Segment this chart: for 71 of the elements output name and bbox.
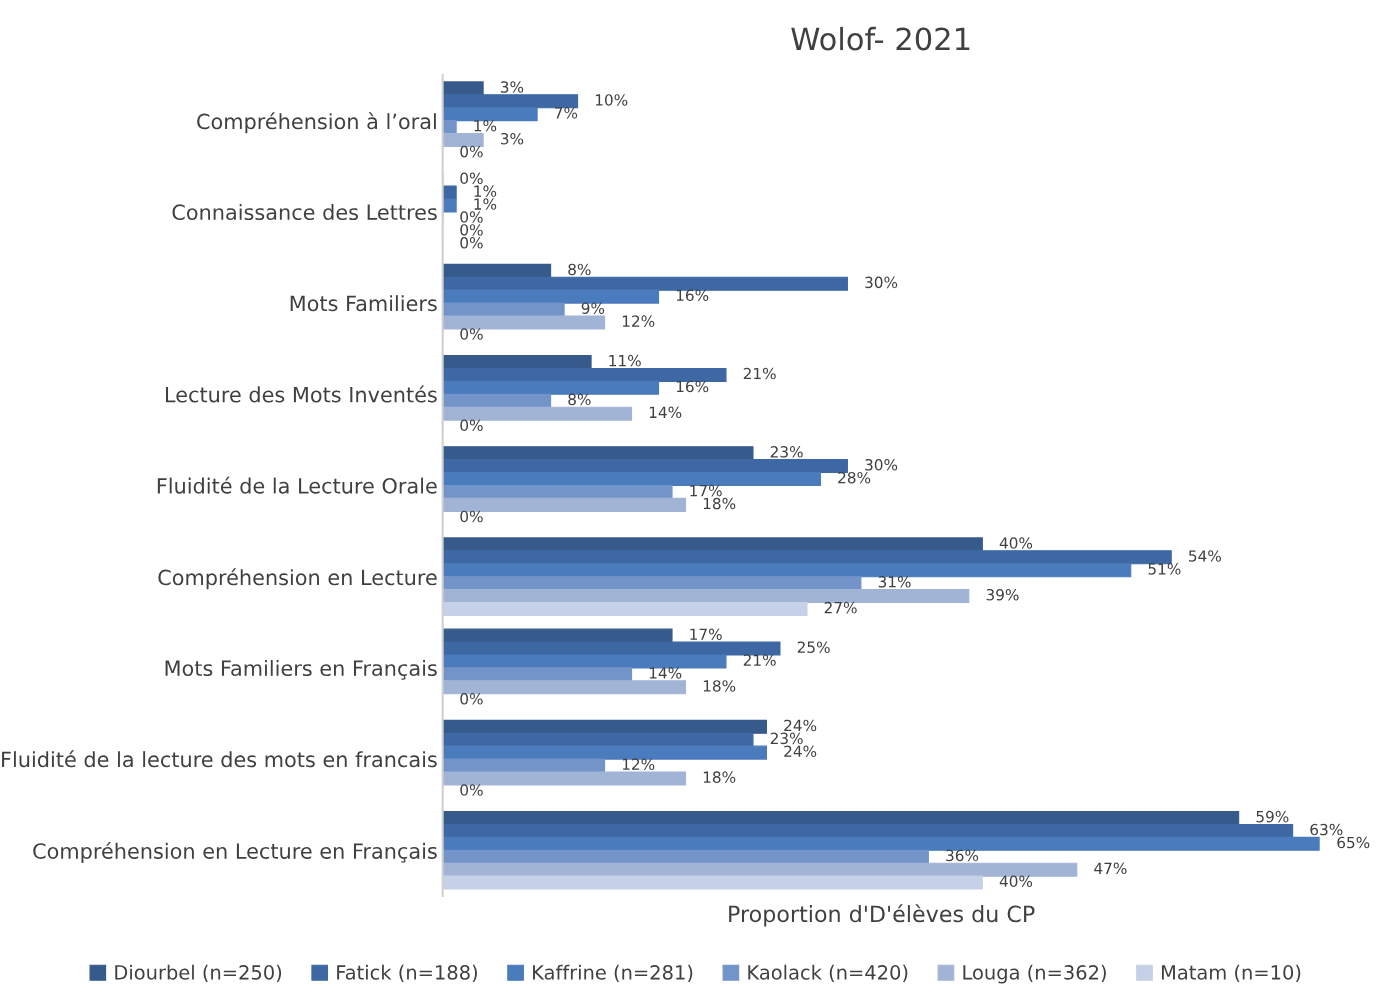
data-label: 25% [797, 641, 830, 653]
data-label: 10% [595, 94, 628, 106]
data-label: 14% [649, 667, 682, 679]
data-label: 8% [568, 263, 591, 276]
y-tick-label: Fluidité de la lecture des mots en francais [2, 750, 437, 768]
data-label: 0% [460, 145, 483, 158]
y-tick-label: Compréhension en Lecture en Français [33, 841, 437, 863]
data-label: 9% [581, 302, 605, 314]
data-label: 0% [460, 419, 483, 432]
data-label: 24% [784, 719, 817, 732]
y-tick-label: Compréhension en Lecture [158, 568, 437, 590]
data-label: 30% [865, 458, 898, 471]
data-label: 23% [770, 446, 803, 458]
legend-label: Kaffrine (n=281) [533, 964, 693, 983]
data-label: 1% [474, 185, 497, 197]
data-label: 12% [622, 315, 655, 327]
legend-label: Matam (n=10) [1161, 964, 1301, 983]
data-label: 12% [622, 758, 655, 770]
data-label: 31% [878, 576, 911, 588]
data-label: 40% [999, 537, 1033, 549]
data-label: 36% [946, 849, 979, 862]
data-label: 16% [676, 380, 709, 393]
data-label: 0% [460, 693, 483, 705]
data-label: 27% [824, 601, 857, 614]
data-label: 39% [986, 588, 1019, 601]
data-label: 3% [500, 132, 524, 145]
y-tick-label: Compréhension à l’oral [197, 112, 436, 134]
data-label: 63% [1310, 823, 1343, 836]
data-label: 0% [460, 172, 483, 185]
data-label: 0% [460, 211, 483, 223]
data-label: 0% [460, 510, 483, 523]
data-label: 30% [865, 276, 898, 289]
legend-label: Diourbel (n=250) [115, 964, 282, 983]
y-tick-label: Lecture des Mots Inventés [165, 385, 437, 403]
data-label: 59% [1256, 810, 1289, 823]
legend-label: Fatick (n=188) [337, 964, 477, 983]
data-label: 65% [1337, 836, 1370, 849]
data-label: 18% [703, 680, 736, 692]
data-label: 18% [703, 497, 736, 510]
x-axis-title: Proportion d'D'élèves du CP [729, 904, 1035, 927]
data-label: 21% [743, 654, 776, 666]
data-label: 24% [784, 745, 817, 758]
data-label: 0% [460, 784, 483, 796]
legend-label: Louga (n=362) [963, 964, 1106, 984]
data-label: 54% [1189, 550, 1221, 562]
data-label: 51% [1148, 563, 1181, 575]
data-label: 23% [770, 732, 803, 745]
data-label: 0% [460, 328, 483, 340]
data-label: 0% [460, 224, 483, 236]
chart-title: Wolof- 2021 [791, 26, 970, 51]
data-label: 17% [690, 628, 722, 641]
legend-label: Kaolack (n=420) [748, 964, 908, 983]
data-label: 11% [609, 354, 641, 367]
y-tick-label: Mots Familiers en Français [165, 659, 437, 680]
data-label: 3% [500, 81, 524, 93]
data-label: 7% [555, 107, 578, 119]
y-tick-label: Fluidité de la Lecture Orale [157, 476, 437, 494]
data-label: 21% [743, 367, 776, 380]
data-label: 17% [690, 484, 722, 497]
y-tick-label: Connaissance des Lettres [172, 203, 437, 221]
data-label: 14% [649, 406, 682, 419]
data-label: 0% [460, 237, 483, 249]
data-label: 16% [676, 289, 709, 302]
data-label: 1% [474, 120, 497, 132]
data-label: 18% [703, 771, 736, 783]
y-tick-label: Mots Familiers [290, 295, 437, 312]
data-label: 8% [568, 393, 591, 406]
data-label: 47% [1094, 862, 1127, 875]
data-label: 40% [999, 875, 1033, 888]
data-label: 1% [474, 198, 497, 210]
data-label: 28% [838, 471, 871, 484]
